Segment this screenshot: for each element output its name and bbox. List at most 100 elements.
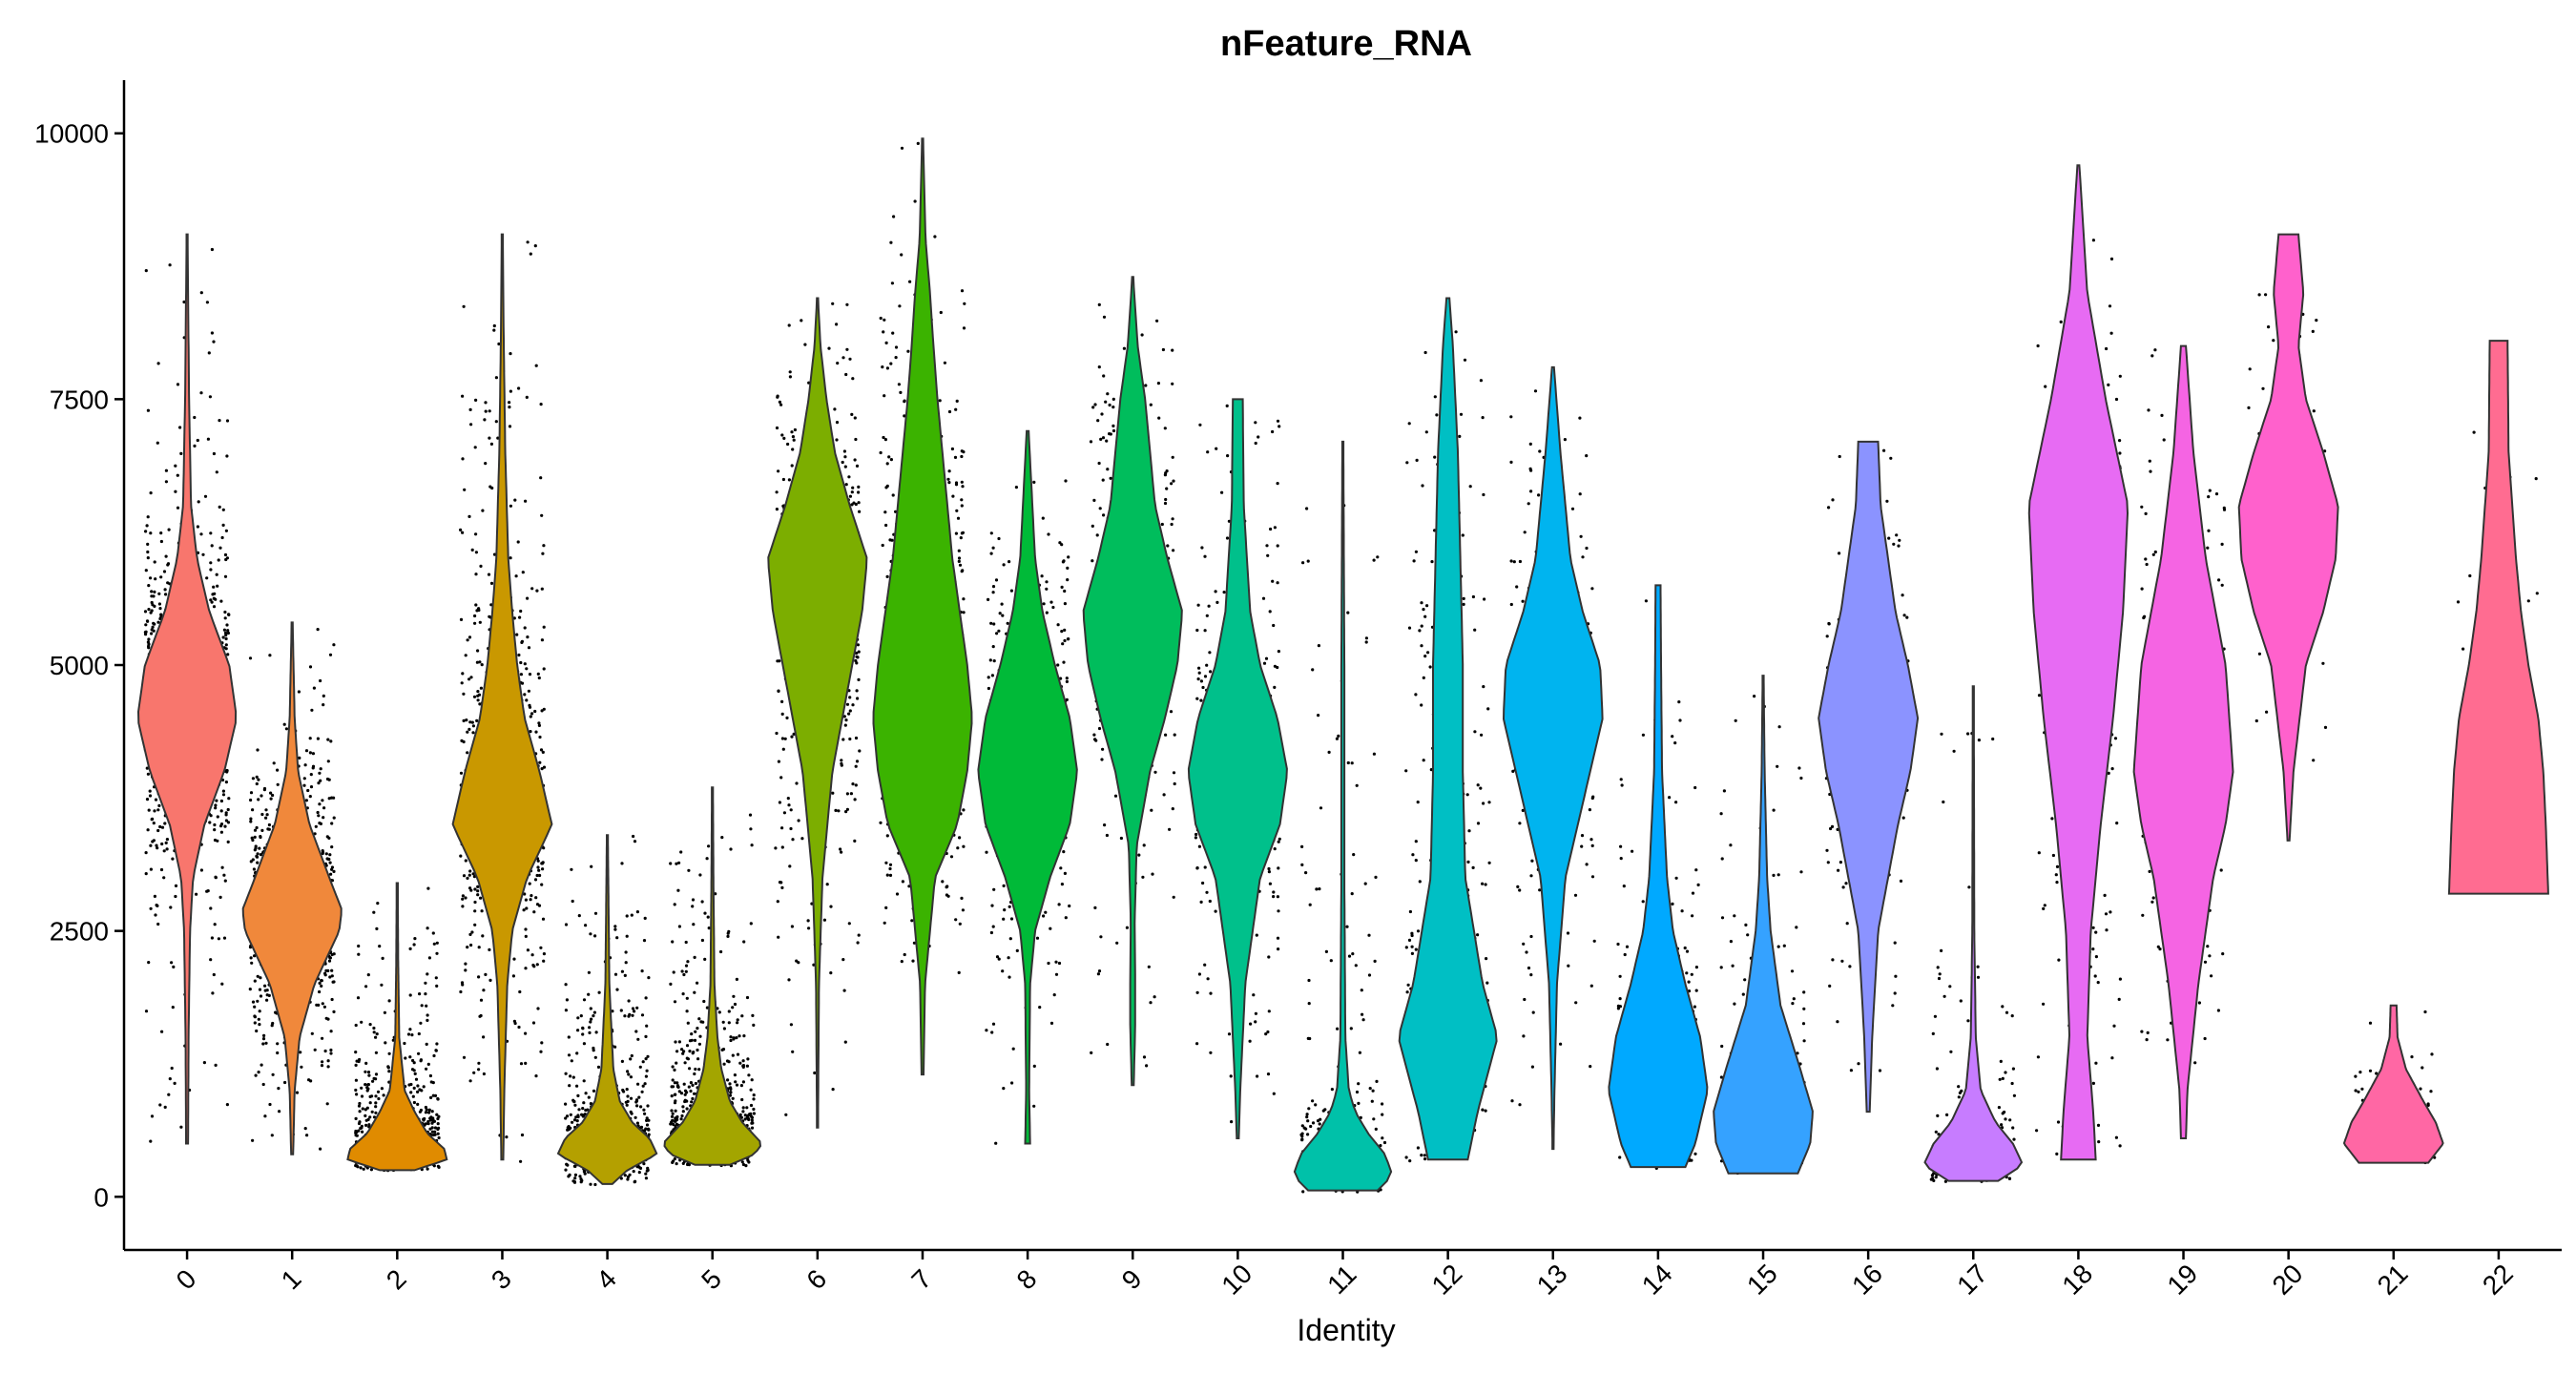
point-2 — [370, 1110, 374, 1114]
point-4 — [643, 1112, 647, 1115]
point-3 — [509, 504, 513, 508]
point-2 — [374, 1051, 378, 1054]
point-5 — [673, 1068, 676, 1072]
point-4 — [571, 1075, 575, 1079]
point-6 — [781, 747, 785, 751]
point-1 — [321, 799, 324, 802]
point-6 — [844, 718, 848, 722]
point-4 — [564, 1116, 568, 1120]
point-1 — [256, 974, 260, 978]
point-4 — [584, 1092, 588, 1095]
point-1 — [249, 956, 253, 960]
point-6 — [792, 438, 796, 442]
point-2 — [374, 1105, 378, 1109]
point-3 — [519, 660, 523, 665]
point-0 — [223, 824, 227, 828]
point-1 — [326, 1017, 330, 1021]
point-3 — [469, 888, 473, 892]
point-4 — [615, 988, 619, 991]
point-3 — [494, 420, 498, 424]
point-6 — [856, 643, 861, 647]
point-0 — [218, 419, 221, 423]
point-5 — [745, 1106, 749, 1110]
point-4 — [588, 1026, 592, 1030]
point-3 — [530, 953, 534, 957]
point-5 — [675, 1061, 678, 1065]
point-4 — [630, 1112, 634, 1115]
point-5 — [752, 1093, 756, 1097]
point-5 — [671, 1118, 675, 1122]
point-1 — [263, 989, 267, 992]
point-5 — [735, 977, 739, 981]
point-4 — [613, 927, 617, 931]
point-1 — [330, 997, 334, 1002]
point-1 — [305, 1134, 309, 1137]
point-1 — [263, 1114, 267, 1118]
point-5 — [670, 1085, 674, 1089]
point-3 — [512, 957, 516, 961]
point-6 — [847, 475, 851, 479]
point-0 — [226, 653, 230, 656]
point-0 — [169, 906, 173, 909]
point-0 — [144, 872, 148, 876]
point-0 — [214, 803, 218, 807]
point-2 — [375, 1032, 379, 1036]
point-6 — [779, 776, 783, 780]
point-1 — [332, 869, 336, 874]
point-0 — [209, 568, 213, 572]
point-3 — [476, 690, 480, 694]
point-3 — [473, 621, 477, 625]
point-2 — [425, 1067, 428, 1071]
point-6 — [807, 926, 811, 930]
point-5 — [747, 1073, 751, 1077]
point-2 — [358, 1101, 362, 1106]
point-3 — [538, 735, 542, 739]
point-4 — [575, 1051, 579, 1055]
point-1 — [322, 806, 326, 810]
point-1 — [320, 979, 323, 983]
point-0 — [218, 546, 222, 550]
point-1 — [264, 808, 268, 812]
point-5 — [748, 813, 753, 817]
point-3 — [476, 885, 480, 889]
point-5 — [735, 1036, 738, 1040]
point-3 — [524, 934, 528, 939]
point-1 — [259, 835, 262, 840]
point-4 — [636, 1082, 640, 1086]
point-5 — [677, 1040, 682, 1044]
point-2 — [403, 1041, 406, 1046]
point-2 — [414, 1077, 419, 1081]
point-3 — [540, 513, 544, 517]
point-4 — [627, 1014, 631, 1018]
point-5 — [741, 1065, 745, 1069]
point-0 — [226, 840, 230, 844]
point-5 — [682, 1050, 686, 1053]
point-1 — [311, 764, 316, 768]
point-3 — [536, 865, 540, 869]
point-2 — [417, 1051, 421, 1055]
point-3 — [539, 476, 543, 480]
point-3 — [533, 244, 537, 248]
point-1 — [256, 999, 260, 1003]
point-1 — [316, 628, 320, 632]
point-5 — [689, 1081, 694, 1085]
point-6 — [853, 416, 857, 420]
point-5 — [670, 1114, 675, 1118]
point-5 — [752, 1097, 756, 1101]
point-3 — [467, 727, 471, 732]
point-4 — [642, 1162, 646, 1166]
point-4 — [642, 1108, 646, 1112]
point-3 — [468, 886, 472, 890]
point-1 — [318, 822, 322, 825]
point-4 — [613, 972, 618, 976]
point-6 — [857, 485, 861, 489]
point-2 — [380, 1087, 384, 1091]
point-6 — [822, 918, 827, 922]
point-4 — [637, 1171, 641, 1175]
point-1 — [321, 1002, 324, 1006]
point-3 — [524, 1061, 528, 1065]
point-3 — [472, 1071, 476, 1074]
point-3 — [523, 626, 527, 630]
point-5 — [692, 923, 696, 926]
point-2 — [424, 992, 427, 996]
